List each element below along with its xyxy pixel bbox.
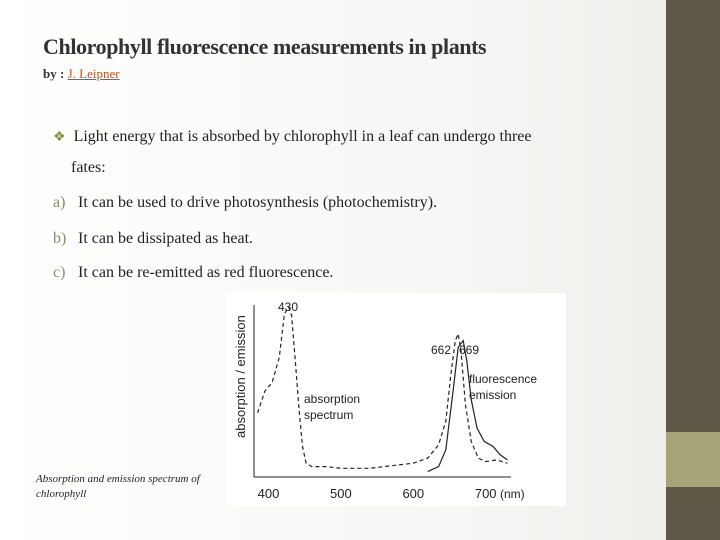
list-item-letter: b) xyxy=(53,230,67,247)
list-item-text: It can be dissipated as heat. xyxy=(78,230,254,247)
peak-label: 430 xyxy=(278,300,298,314)
list-item: c) It can be re-emitted as red fluorescen… xyxy=(53,264,333,282)
series-label-line: fluorescence xyxy=(469,372,537,386)
band-segment-accent xyxy=(666,432,720,487)
diamond-bullet-icon: ❖ xyxy=(53,130,66,145)
main-bullet: ❖ Light energy that is absorbed by chloro… xyxy=(53,122,633,183)
x-axis-unit-label: (nm) xyxy=(500,487,525,501)
band-segment-bottom xyxy=(666,487,720,540)
band-segment-top xyxy=(666,0,720,432)
decorative-side-band xyxy=(666,0,720,540)
list-item-letter: a) xyxy=(53,194,66,211)
list-item-text: It can be re-emitted as red fluorescence… xyxy=(78,264,334,281)
series-label-line: emission xyxy=(469,388,516,402)
peak-label: 669 xyxy=(459,343,479,357)
byline-prefix: by : xyxy=(43,66,68,81)
x-tick-label: 400 xyxy=(258,486,280,501)
series-label-absorption: absorption spectrum xyxy=(304,392,363,422)
series-label-line: absorption xyxy=(304,392,360,406)
list-item-letter: c) xyxy=(53,264,66,281)
list-item: a) It can be used to drive photosynthesis… xyxy=(53,194,437,212)
spectrum-chart: absorption / emission 400 500 600 700 430 6… xyxy=(233,300,540,501)
series-line-absorption-spectrum xyxy=(257,305,508,469)
byline: by : J. Leipner xyxy=(43,66,120,82)
series-line-fluorescence-emission xyxy=(427,339,508,473)
series-label-line: spectrum xyxy=(304,408,353,422)
list-item: b) It can be dissipated as heat. xyxy=(53,230,253,248)
spectrum-figure: absorption / emission 400 500 600 700 430 6… xyxy=(226,293,566,506)
x-tick-label: 700 xyxy=(475,486,497,501)
series-label-fluorescence: fluorescence emission xyxy=(469,372,540,402)
list-item-text: It can be used to drive photosynthesis (… xyxy=(78,194,438,211)
slide-title: Chlorophyll fluorescence measurements in… xyxy=(43,34,487,59)
x-tick-label: 600 xyxy=(402,486,424,501)
author-link[interactable]: J. Leipner xyxy=(67,66,120,81)
y-axis-label: absorption / emission xyxy=(233,315,248,438)
bullet-text-line2: fates: xyxy=(71,159,106,176)
figure-caption: Absorption and emission spectrum of chlo… xyxy=(36,473,200,500)
peak-label: 662 xyxy=(431,343,451,357)
bullet-text-line1: Light energy that is absorbed by chlorop… xyxy=(73,128,532,145)
x-tick-label: 500 xyxy=(330,486,352,501)
